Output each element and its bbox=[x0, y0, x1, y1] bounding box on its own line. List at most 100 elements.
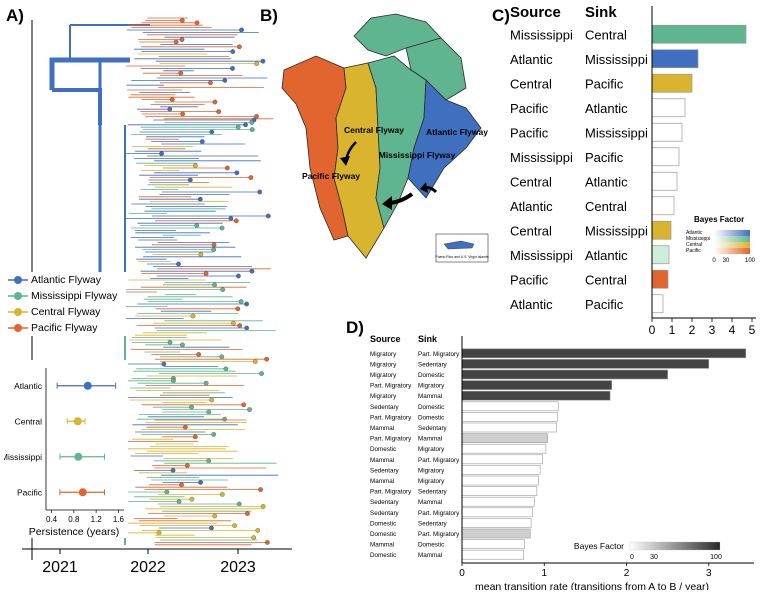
flyway-bar bbox=[651, 49, 699, 69]
host-bar bbox=[461, 401, 559, 412]
tree-tip bbox=[258, 487, 263, 492]
tree-tip bbox=[209, 397, 215, 403]
host-row-sink: Migratory bbox=[418, 446, 445, 453]
persistence-x-label: Persistence (years) bbox=[29, 526, 119, 538]
flyway-row-source: Mississippi bbox=[510, 150, 573, 165]
host-bar bbox=[461, 507, 534, 518]
persistence-tick-label: 1.6 bbox=[113, 515, 125, 524]
map-inset-label: Puerto Rico and U.S. Virgin Islands bbox=[435, 255, 488, 259]
flyway-tick-label: 4 bbox=[729, 323, 736, 334]
flyway-row-sink: Central bbox=[585, 199, 627, 214]
tree-tip bbox=[259, 371, 264, 376]
tree-tip bbox=[241, 402, 247, 408]
host-row-source: Mammal bbox=[370, 478, 394, 485]
host-row-source: Mammal bbox=[370, 542, 394, 549]
host-row-source: Part. Migratory bbox=[370, 414, 412, 421]
tree-tip bbox=[251, 535, 257, 540]
tree-tip bbox=[234, 170, 240, 176]
flyway-legend-title: Bayes Factor bbox=[694, 215, 744, 224]
host-legend-title: Bayes Factor bbox=[574, 541, 624, 551]
flyway-row-source: Atlantic bbox=[510, 52, 553, 67]
host-bar bbox=[461, 539, 525, 549]
flyway-row-sink: Central bbox=[585, 272, 627, 287]
persistence-point bbox=[83, 381, 92, 390]
legend-label-pacific: Pacific Flyway bbox=[31, 322, 98, 334]
host-row-sink: Domestic bbox=[418, 414, 444, 421]
tree-tip bbox=[167, 340, 173, 345]
flyway-header-source: Source bbox=[510, 4, 561, 21]
legend-item-atlantic: Atlantic Flyway bbox=[8, 272, 126, 288]
host-x-label: mean transition rate (transitions from A… bbox=[475, 581, 709, 590]
host-row-source: Part. Migratory bbox=[370, 383, 412, 390]
map-label-central: Central Flyway bbox=[344, 125, 404, 135]
tree-tip bbox=[236, 273, 241, 279]
host-row-sink: Mammal bbox=[418, 552, 442, 559]
tree-tip bbox=[176, 499, 182, 504]
host-bar bbox=[461, 454, 543, 465]
tree-tip bbox=[232, 523, 237, 528]
flyway-row-source: Mississippi bbox=[510, 248, 573, 263]
legend-label-central: Central Flyway bbox=[31, 306, 101, 318]
flyway-bar bbox=[651, 73, 693, 93]
map-inset-island bbox=[443, 240, 475, 250]
host-bar bbox=[461, 465, 541, 475]
panel-label-c: C) bbox=[492, 6, 510, 25]
tree-tip bbox=[179, 482, 184, 488]
host-bar bbox=[461, 412, 558, 422]
flyway-row-source: Central bbox=[510, 76, 552, 91]
host-row-sink: Sedentary bbox=[418, 361, 448, 368]
host-transition-chart: Source Sink Migratory Part. Migratory Migrat… bbox=[370, 334, 754, 590]
host-row-source: Sedentary bbox=[370, 510, 400, 517]
flyway-bar bbox=[651, 269, 669, 289]
host-bar bbox=[461, 475, 539, 486]
flyway-legend-row-label: Central bbox=[686, 242, 702, 248]
persistence-category-label: Pacific bbox=[17, 487, 43, 497]
host-row-source: Part. Migratory bbox=[370, 436, 412, 443]
flyway-tick-label: 3 bbox=[709, 323, 716, 334]
host-row-sink: Migratory bbox=[418, 478, 445, 485]
host-row-source: Migratory bbox=[370, 393, 397, 400]
host-row-source: Migratory bbox=[370, 372, 397, 379]
host-header-source: Source bbox=[370, 334, 401, 344]
flyway-bar bbox=[651, 245, 670, 265]
host-bar bbox=[461, 443, 547, 454]
host-row-sink: Sedentary bbox=[418, 425, 448, 432]
tree-tip bbox=[206, 409, 212, 415]
persistence-tick-label: 0.4 bbox=[46, 515, 58, 524]
tree-tip bbox=[209, 129, 215, 135]
year-tick-2023: 2023 bbox=[220, 559, 256, 576]
tree-tip bbox=[208, 80, 213, 86]
tree-tip bbox=[180, 111, 186, 117]
host-row-sink: Migratory bbox=[418, 467, 445, 474]
tree-tip bbox=[244, 301, 249, 307]
tree-tip bbox=[178, 70, 184, 76]
persistence-category-label: Mississippi bbox=[4, 452, 42, 462]
tree-tip bbox=[239, 27, 244, 33]
persistence-point bbox=[74, 452, 83, 461]
tree-tip bbox=[238, 299, 244, 304]
tree-tip bbox=[159, 151, 164, 156]
tree-tip bbox=[211, 432, 217, 437]
flyway-legend-gradient bbox=[714, 248, 750, 254]
legend-item-central: Central Flyway bbox=[8, 304, 126, 320]
tree-tip bbox=[212, 99, 218, 105]
panel-label-b: B) bbox=[260, 6, 278, 25]
tree-tip bbox=[219, 225, 225, 231]
host-bar bbox=[461, 518, 532, 528]
persistence-tick-label: 1.2 bbox=[91, 515, 103, 524]
tree-tip bbox=[199, 139, 205, 144]
tree-tip bbox=[237, 323, 243, 328]
flyway-row-sink: Central bbox=[585, 27, 627, 42]
flyway-row-sink: Pacific bbox=[585, 76, 624, 91]
host-row-source: Domestic bbox=[370, 552, 396, 559]
tree-tip bbox=[211, 242, 217, 248]
host-row-source: Part. Migratory bbox=[370, 489, 412, 496]
host-bar bbox=[461, 369, 668, 380]
legend-swatch-pacific bbox=[8, 324, 28, 332]
tree-tip bbox=[260, 58, 266, 64]
flyway-row-sink: Mississippi bbox=[585, 52, 648, 67]
tree-tip bbox=[243, 122, 248, 128]
tree-tip bbox=[244, 325, 250, 331]
flyway-legend: Atlantic Flyway Mississippi Flyway Centr… bbox=[8, 272, 126, 336]
